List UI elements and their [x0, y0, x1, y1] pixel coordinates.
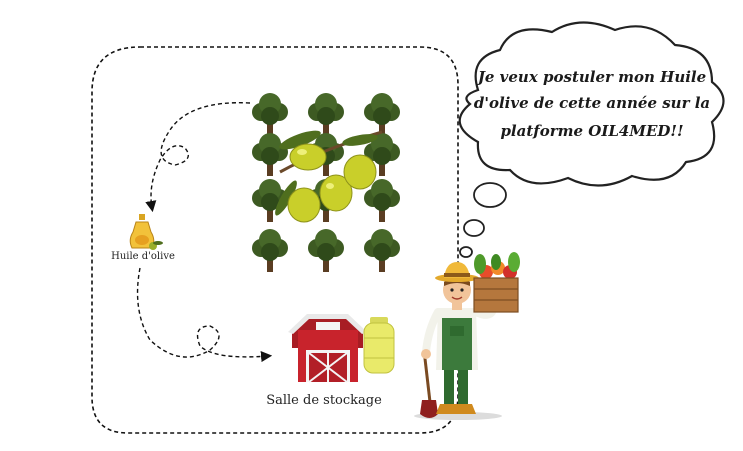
barn-icon: [288, 314, 367, 383]
arrow-trees-to-oil: [145, 102, 251, 213]
thought-line-3: platforme OIL4MED!!: [500, 122, 683, 140]
olive-oil-bottle-icon: [129, 214, 163, 250]
olive-oil-label: Huile d'olive: [111, 251, 175, 262]
farmer-icon: [414, 262, 502, 420]
gas-tank-icon: [363, 317, 395, 374]
thought-trail: [459, 182, 507, 258]
olive-branch-icon: [275, 130, 383, 223]
storage-label: Salle de stockage: [266, 393, 382, 408]
thought-line-2: d'olive de cette année sur la: [474, 94, 710, 112]
arrow-oil-to-storage: [136, 267, 273, 363]
thought-line-1: Je veux postuler mon Huile: [475, 68, 706, 86]
thought-bubble: [458, 21, 725, 187]
vegetable-crate-icon: [473, 252, 520, 313]
